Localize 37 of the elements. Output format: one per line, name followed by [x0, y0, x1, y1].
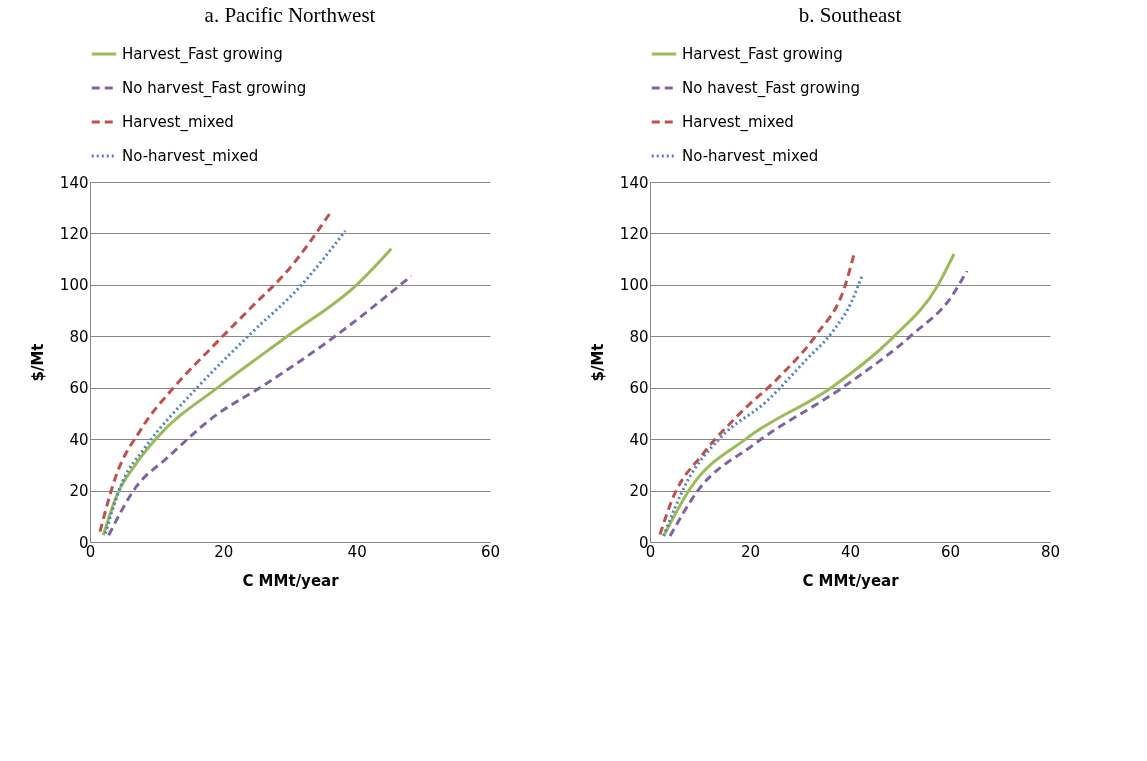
y-tick-label: 100: [59, 276, 89, 295]
x-tick-label: 40: [347, 542, 367, 561]
legend-label: Harvest_Fast growing: [122, 45, 283, 64]
y-tick-label: 80: [629, 327, 649, 346]
y-tick-label: 100: [619, 276, 649, 295]
x-tick-label: 20: [214, 542, 234, 561]
y-tick-label: 60: [629, 379, 649, 398]
chart-title: b. Southeast: [798, 3, 902, 27]
x-axis-title: C MMt/year: [242, 571, 340, 590]
y-tick-label: 20: [629, 482, 649, 501]
chart-title: a. Pacific Northwest: [204, 3, 376, 27]
y-axis-title: $/Mt: [28, 343, 47, 382]
legend-label: No-harvest_mixed: [122, 147, 259, 166]
x-axis-title: C MMt/year: [802, 571, 900, 590]
y-tick-label: 20: [69, 482, 89, 501]
x-tick-label: 80: [1040, 542, 1061, 561]
y-tick-label: 60: [69, 379, 89, 398]
y-tick-label: 140: [619, 173, 649, 192]
line-series: [101, 247, 393, 537]
y-axis-title: $/Mt: [588, 343, 607, 382]
legend-label: Harvest_Fast growing: [682, 45, 843, 64]
y-tick-label: 40: [69, 430, 89, 449]
x-tick-label: 60: [940, 542, 961, 561]
x-tick-label: 60: [480, 542, 501, 561]
y-tick-label: 120: [59, 224, 89, 243]
y-tick-label: 80: [69, 327, 89, 346]
legend-label: Harvest_mixed: [122, 113, 234, 132]
x-tick-label: 40: [840, 542, 861, 561]
x-tick-label: 20: [740, 542, 761, 561]
legend-label: Harvest_mixed: [682, 113, 794, 132]
legend-label: No havest_Fast growing: [682, 79, 861, 98]
y-tick-label: 40: [629, 430, 649, 449]
line-series: [107, 274, 413, 537]
y-tick-label: 120: [619, 224, 649, 243]
legend-label: No harvest_Fast growing: [122, 79, 307, 98]
y-tick-label: 140: [59, 173, 89, 192]
legend-label: No-harvest_mixed: [682, 147, 819, 166]
